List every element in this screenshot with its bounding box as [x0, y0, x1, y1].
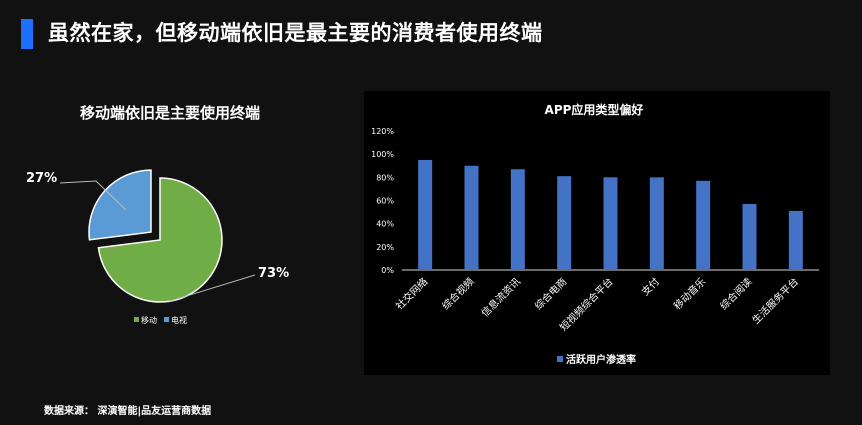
y-tick-label-6: 120% [371, 127, 394, 136]
data-source-note: 数据来源： 深演智能|品友运营商数据 [44, 406, 212, 417]
x-tick-label-0: 社交网络 [393, 275, 430, 312]
pie-chart: 移动端依旧是主要使用终端 73% 27% 移动 电视 [26, 104, 289, 325]
bar-legend-swatch [557, 356, 563, 362]
y-tick-label-0: 0% [381, 266, 394, 275]
pie-leader-line-0 [169, 274, 256, 302]
bar-8 [788, 210, 803, 270]
pie-leader-line-1 [59, 180, 126, 210]
pie-chart-title: 移动端依旧是主要使用终端 [80, 104, 260, 122]
pie-legend-swatch-0 [134, 317, 139, 322]
x-tick-label-6: 移动音乐 [671, 275, 708, 312]
bar-1 [464, 165, 479, 270]
x-tick-label-1: 综合视频 [439, 275, 476, 312]
y-tick-label-3: 60% [376, 197, 394, 206]
bar-2 [510, 169, 525, 270]
bar-5 [649, 177, 664, 270]
bar-3 [557, 176, 572, 270]
y-tick-label-2: 40% [376, 220, 394, 229]
bar-6 [696, 180, 711, 270]
y-tick-label-1: 20% [376, 243, 394, 252]
bar-0 [418, 159, 433, 270]
bar-7 [742, 203, 757, 270]
x-tick-label-5: 支付 [639, 275, 662, 298]
bar-4 [603, 177, 618, 270]
x-tick-label-3: 综合电商 [532, 275, 569, 312]
pie-label-0: 73% [258, 266, 289, 281]
bar-chart-panel: APP应用类型偏好 0% 20% 40% 60% 80% 100% 120% 社交网络 综合视频信… [364, 91, 830, 375]
bar-chart: APP应用类型偏好 0% 20% 40% 60% 80% 100% 120% 社交网络 综合视频信… [371, 102, 819, 366]
y-tick-label-4: 80% [376, 173, 394, 182]
title-accent-bar [21, 19, 33, 49]
page-title: 虽然在家，但移动端依旧是最主要的消费者使用终端 [48, 21, 543, 45]
pie-legend-label-1: 电视 [171, 315, 187, 325]
pie-legend-label-0: 移动 [141, 315, 157, 325]
pie-slice-0 [97, 177, 223, 303]
pie-label-1: 27% [26, 171, 57, 186]
pie-legend-swatch-1 [164, 317, 169, 322]
x-tick-label-7: 综合阅读 [717, 275, 754, 312]
y-tick-label-5: 100% [371, 150, 394, 159]
x-tick-label-8: 生活服务平台 [749, 275, 801, 327]
bar-legend-label: 活跃用户渗透率 [566, 353, 636, 366]
bar-chart-title: APP应用类型偏好 [545, 102, 644, 117]
x-tick-label-2: 信息流资讯 [478, 275, 523, 320]
pie-chart-panel: 移动端依旧是主要使用终端 73% 27% 移动 电视 [10, 86, 340, 346]
